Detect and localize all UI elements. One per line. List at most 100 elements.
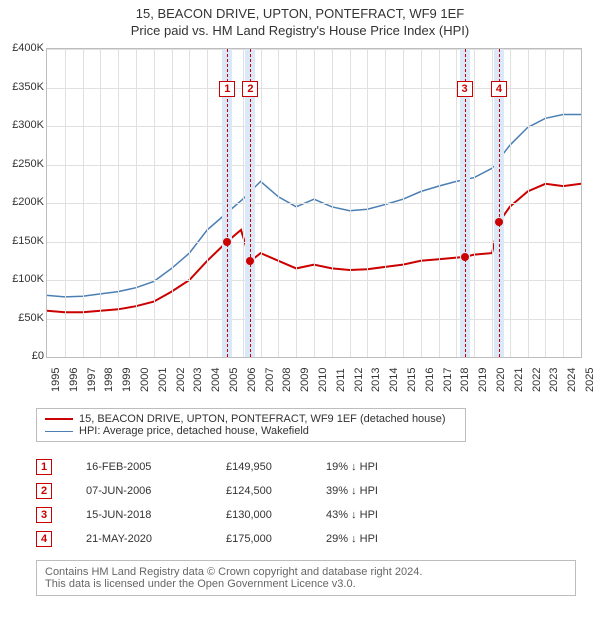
x-axis-label: 2020 xyxy=(495,368,507,392)
y-axis-label: £300K xyxy=(4,119,44,131)
x-axis-label: 2016 xyxy=(424,368,436,392)
x-axis-label: 2010 xyxy=(317,368,329,392)
attribution-footer: Contains HM Land Registry data © Crown c… xyxy=(36,560,576,596)
footer-line: This data is licensed under the Open Gov… xyxy=(45,578,567,590)
x-axis-label: 2024 xyxy=(566,368,578,392)
gridline-v xyxy=(510,49,511,357)
gridline-v xyxy=(189,49,190,357)
event-price: £149,950 xyxy=(226,461,326,473)
event-price: £124,500 xyxy=(226,485,326,497)
sale-marker xyxy=(246,257,254,265)
event-number-badge: 1 xyxy=(36,459,52,475)
x-axis-label: 2015 xyxy=(406,368,418,392)
event-price: £175,000 xyxy=(226,533,326,545)
legend-swatch-blue xyxy=(45,431,73,432)
x-axis-label: 2025 xyxy=(584,368,596,392)
gridline-v xyxy=(545,49,546,357)
x-axis-label: 2019 xyxy=(477,368,489,392)
event-number-badge: 1 xyxy=(219,81,235,97)
table-row: 1 16-FEB-2005£149,95019% ↓ HPI xyxy=(36,455,536,479)
y-axis-label: £200K xyxy=(4,196,44,208)
gridline-v xyxy=(136,49,137,357)
table-row: 3 15-JUN-2018£130,00043% ↓ HPI xyxy=(36,503,536,527)
y-axis-label: £50K xyxy=(4,312,44,324)
gridline-v xyxy=(172,49,173,357)
table-row: 2 07-JUN-2006£124,50039% ↓ HPI xyxy=(36,479,536,503)
gridline-v xyxy=(563,49,564,357)
gridline-v xyxy=(314,49,315,357)
x-axis-label: 2023 xyxy=(548,368,560,392)
event-vs-hpi: 39% ↓ HPI xyxy=(326,485,446,497)
event-number-badge: 3 xyxy=(36,507,52,523)
gridline-v xyxy=(100,49,101,357)
gridline-v xyxy=(367,49,368,357)
sale-marker xyxy=(223,238,231,246)
gridline-v xyxy=(439,49,440,357)
gridline-v xyxy=(261,49,262,357)
y-axis-label: £400K xyxy=(4,42,44,54)
x-axis-label: 2007 xyxy=(264,368,276,392)
gridline-v xyxy=(421,49,422,357)
chart-title: 15, BEACON DRIVE, UPTON, PONTEFRACT, WF9… xyxy=(0,6,600,21)
event-date: 16-FEB-2005 xyxy=(86,461,226,473)
event-date: 21-MAY-2020 xyxy=(86,533,226,545)
x-axis-label: 2013 xyxy=(370,368,382,392)
footer-line: Contains HM Land Registry data © Crown c… xyxy=(45,566,567,578)
sale-marker xyxy=(461,253,469,261)
event-number-badge: 2 xyxy=(36,483,52,499)
x-axis-label: 1996 xyxy=(68,368,80,392)
x-axis-label: 2014 xyxy=(388,368,400,392)
y-axis-label: £100K xyxy=(4,273,44,285)
gridline-v xyxy=(528,49,529,357)
chart-subtitle: Price paid vs. HM Land Registry's House … xyxy=(0,23,600,38)
x-axis-label: 2008 xyxy=(281,368,293,392)
gridline-v xyxy=(350,49,351,357)
legend-swatch-red xyxy=(45,418,73,420)
gridline-v xyxy=(65,49,66,357)
x-axis-label: 2001 xyxy=(157,368,169,392)
x-axis-label: 2002 xyxy=(175,368,187,392)
legend-label: HPI: Average price, detached house, Wake… xyxy=(79,425,309,437)
x-axis-label: 1999 xyxy=(121,368,133,392)
event-price: £130,000 xyxy=(226,509,326,521)
x-axis-label: 2000 xyxy=(139,368,151,392)
gridline-v xyxy=(296,49,297,357)
gridline-v xyxy=(385,49,386,357)
event-date: 15-JUN-2018 xyxy=(86,509,226,521)
x-axis-label: 2003 xyxy=(192,368,204,392)
x-axis-label: 2017 xyxy=(442,368,454,392)
y-axis-label: £150K xyxy=(4,235,44,247)
legend: 15, BEACON DRIVE, UPTON, PONTEFRACT, WF9… xyxy=(36,408,466,442)
x-axis-label: 1998 xyxy=(103,368,115,392)
gridline-v xyxy=(207,49,208,357)
y-axis-label: £250K xyxy=(4,158,44,170)
x-axis-label: 2009 xyxy=(299,368,311,392)
legend-item: 15, BEACON DRIVE, UPTON, PONTEFRACT, WF9… xyxy=(45,413,457,425)
sale-events-table: 1 16-FEB-2005£149,95019% ↓ HPI 2 07-JUN-200… xyxy=(36,455,536,551)
x-axis-label: 2004 xyxy=(210,368,222,392)
event-vs-hpi: 19% ↓ HPI xyxy=(326,461,446,473)
x-axis-label: 2006 xyxy=(246,368,258,392)
gridline-v xyxy=(278,49,279,357)
gridline-v xyxy=(332,49,333,357)
x-axis-label: 2021 xyxy=(513,368,525,392)
legend-label: 15, BEACON DRIVE, UPTON, PONTEFRACT, WF9… xyxy=(79,413,446,425)
gridline-v xyxy=(154,49,155,357)
gridline-v xyxy=(474,49,475,357)
legend-item: HPI: Average price, detached house, Wake… xyxy=(45,425,457,437)
gridline-v xyxy=(403,49,404,357)
sale-marker xyxy=(495,218,503,226)
event-number-badge: 4 xyxy=(36,531,52,547)
event-number-badge: 2 xyxy=(242,81,258,97)
x-axis-label: 2018 xyxy=(459,368,471,392)
x-axis-label: 2005 xyxy=(228,368,240,392)
y-axis-label: £0 xyxy=(4,350,44,362)
x-axis-label: 2012 xyxy=(353,368,365,392)
table-row: 421-MAY-2020£175,00029% ↓ HPI xyxy=(36,527,536,551)
x-axis-label: 2011 xyxy=(335,368,347,392)
event-vs-hpi: 43% ↓ HPI xyxy=(326,509,446,521)
event-number-badge: 3 xyxy=(457,81,473,97)
plot-area: 12 3 4 xyxy=(46,48,582,358)
event-date: 07-JUN-2006 xyxy=(86,485,226,497)
event-number-badge: 4 xyxy=(491,81,507,97)
